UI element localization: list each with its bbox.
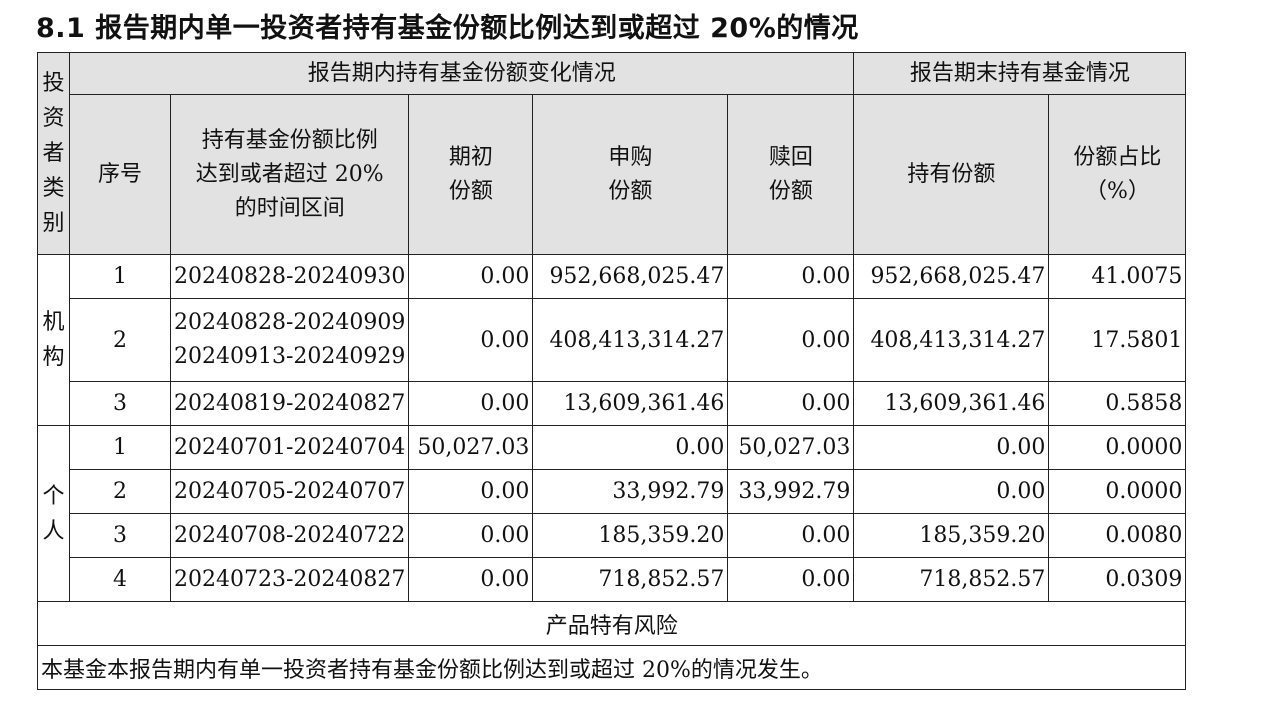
seq-header: 序号 bbox=[69, 94, 171, 255]
table-row: 2 20240705-20240707 0.00 33,992.79 33,99… bbox=[38, 469, 1187, 514]
table-row: 2 20240828-20240909 20240913-20240929 0.… bbox=[38, 298, 1187, 382]
risk-description: 本基金本报告期内有单一投资者持有基金份额比例达到或超过 20%的情况发生。 bbox=[36, 645, 1187, 690]
ratio-header: 份额占比 （%） bbox=[1048, 94, 1187, 255]
end-group-header: 报告期末持有基金情况 bbox=[853, 52, 1187, 95]
redeem-share-header: 赎回 份额 bbox=[727, 94, 855, 255]
purchase-share-header: 申购 份额 bbox=[532, 94, 729, 255]
investor-type-header: 投 资 者 类 别 bbox=[37, 52, 70, 255]
investor-type-institution: 机 构 bbox=[37, 254, 70, 426]
hold-share-header: 持有份额 bbox=[853, 94, 1050, 255]
change-group-header: 报告期内持有基金份额变化情况 bbox=[68, 52, 855, 95]
section-title: 8.1 报告期内单一投资者持有基金份额比例达到或超过 20%的情况 bbox=[36, 13, 859, 44]
period-header: 持有基金份额比例 达到或者超过 20% 的时间区间 bbox=[169, 94, 410, 255]
investor-type-individual: 个 人 bbox=[37, 425, 70, 602]
table-row: 3 20240819-20240827 0.00 13,609,361.46 0… bbox=[38, 381, 1187, 426]
table-row: 个 人 1 20240701-20240704 50,027.03 0.00 5… bbox=[37, 425, 1187, 602]
risk-heading: 产品特有风险 bbox=[36, 601, 1187, 646]
investor-holding-table: 投 资 者 类 别 报告期内持有基金份额变化情况 报告期末持有基金情况 序号 持… bbox=[36, 52, 1187, 690]
begin-share-header: 期初 份额 bbox=[408, 94, 534, 255]
table-row: 3 20240708-20240722 0.00 185,359.20 0.00… bbox=[38, 513, 1187, 558]
table-row: 机 构 1 20240828-20240930 0.00 952,668,025… bbox=[37, 254, 1187, 426]
table-row: 4 20240723-20240827 0.00 718,852.57 0.00… bbox=[38, 557, 1187, 602]
